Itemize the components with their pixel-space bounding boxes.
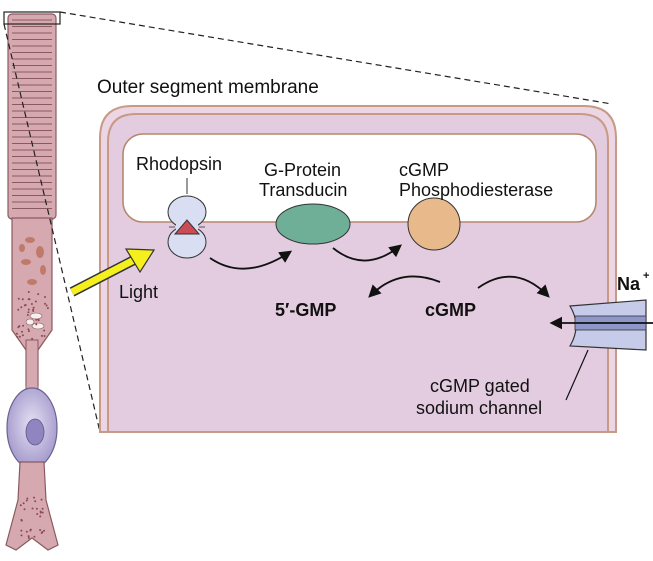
granule-dot bbox=[39, 511, 42, 514]
rhodopsin-to-transducin-arrow bbox=[209, 250, 293, 270]
granule-dot bbox=[35, 507, 38, 510]
inner-segment-granules bbox=[15, 291, 49, 340]
channel-label-line1: cGMP gated bbox=[430, 376, 530, 396]
outer-segment-cell bbox=[99, 105, 617, 433]
light-label: Light bbox=[119, 282, 158, 302]
granule-dot bbox=[21, 334, 24, 337]
granule-dot bbox=[43, 529, 45, 532]
granule-dot bbox=[27, 537, 30, 539]
granule-dot bbox=[17, 326, 20, 329]
rod-outer-segment bbox=[7, 13, 57, 220]
gmp-5-label: 5′-GMP bbox=[275, 300, 336, 320]
granule-dot bbox=[31, 337, 34, 340]
granule-dot bbox=[22, 324, 25, 327]
channel-leader-line bbox=[565, 349, 589, 401]
granule-dot bbox=[37, 318, 40, 321]
granule-dot bbox=[37, 293, 40, 296]
granule-dot bbox=[31, 507, 34, 510]
rhodopsin-label: Rhodopsin bbox=[136, 154, 222, 174]
granule-dot bbox=[23, 508, 26, 511]
granule-dot bbox=[21, 330, 23, 333]
granule-dot bbox=[26, 314, 29, 316]
granule-dot bbox=[20, 519, 23, 522]
transducin-label: Transducin bbox=[259, 180, 347, 200]
granule-dot bbox=[23, 304, 26, 307]
granule-dot bbox=[40, 334, 43, 337]
granule-dot bbox=[17, 297, 20, 300]
cgmp-to-5gmp-arrow bbox=[368, 275, 441, 298]
granule-dot bbox=[36, 513, 39, 515]
granule-dot bbox=[34, 500, 37, 503]
granule-dot bbox=[29, 529, 32, 532]
granule-dot bbox=[40, 532, 43, 534]
zoom-region-box bbox=[3, 11, 61, 25]
outer-segment-membrane-label: Outer segment membrane bbox=[97, 77, 319, 98]
granule-dot bbox=[20, 306, 23, 309]
granule-dot bbox=[18, 335, 21, 338]
granule-dot bbox=[27, 291, 30, 293]
granule-dot bbox=[25, 530, 28, 533]
light-arrow bbox=[69, 248, 156, 297]
rhodopsin-protein bbox=[167, 178, 207, 259]
rod-nucleus bbox=[25, 418, 45, 446]
granule-dot bbox=[46, 307, 49, 310]
cgmp-to-channel-arrow bbox=[477, 275, 550, 298]
transducin-protein bbox=[275, 203, 351, 245]
granule-dot bbox=[20, 529, 23, 532]
granule-dot bbox=[35, 318, 38, 321]
zoom-line-top bbox=[59, 11, 613, 105]
granule-dot bbox=[21, 298, 24, 301]
channel-label-line2: sodium channel bbox=[416, 398, 542, 418]
granule-dot bbox=[25, 499, 28, 502]
granule-dot bbox=[41, 507, 44, 510]
granule-dot bbox=[27, 311, 30, 314]
retinal-triangle bbox=[173, 219, 201, 235]
granule-dot bbox=[22, 502, 25, 505]
granule-dot bbox=[43, 335, 46, 337]
granule-dot bbox=[15, 332, 18, 335]
granule-dot bbox=[28, 330, 30, 333]
granule-dot bbox=[39, 515, 42, 518]
transducin-to-pde-arrow bbox=[332, 244, 402, 262]
granule-dot bbox=[26, 497, 29, 500]
granule-dot bbox=[28, 298, 31, 301]
mitochondria bbox=[19, 237, 46, 330]
phosphodiesterase-protein bbox=[407, 197, 461, 251]
sodium-ion-charge: + bbox=[643, 270, 649, 282]
granule-dot bbox=[44, 302, 46, 305]
g-protein-label: G-Protein bbox=[264, 160, 341, 180]
granule-dot bbox=[35, 323, 38, 326]
cgmp-label: cGMP bbox=[425, 300, 476, 320]
granule-dot bbox=[32, 310, 35, 312]
terminal-granules bbox=[19, 496, 45, 539]
granule-dot bbox=[34, 300, 37, 303]
granule-dot bbox=[44, 296, 46, 298]
granule-dot bbox=[27, 535, 30, 538]
granule-dot bbox=[33, 496, 35, 499]
disc-membrane bbox=[122, 133, 597, 223]
granule-dot bbox=[32, 306, 35, 309]
sodium-channel bbox=[549, 299, 653, 401]
cgmp-pde-label-line2: Phosphodiesterase bbox=[399, 180, 553, 200]
granule-dot bbox=[45, 304, 48, 307]
granule-dot bbox=[43, 329, 46, 332]
granule-dot bbox=[27, 308, 30, 311]
rod-cell bbox=[5, 13, 59, 551]
sodium-ion-label: Na bbox=[617, 274, 641, 294]
granule-dot bbox=[19, 504, 22, 507]
granule-dot bbox=[17, 308, 20, 311]
granule-dot bbox=[33, 535, 36, 538]
granule-dot bbox=[16, 336, 19, 338]
granule-dot bbox=[40, 498, 43, 501]
granule-dot bbox=[39, 529, 42, 531]
granule-dot bbox=[27, 328, 30, 331]
cgmp-pde-label-line1: cGMP bbox=[399, 160, 449, 180]
granule-dot bbox=[41, 511, 44, 514]
granule-dot bbox=[20, 534, 23, 537]
rod-synaptic-terminal bbox=[5, 461, 59, 551]
granule-dot bbox=[30, 303, 33, 305]
